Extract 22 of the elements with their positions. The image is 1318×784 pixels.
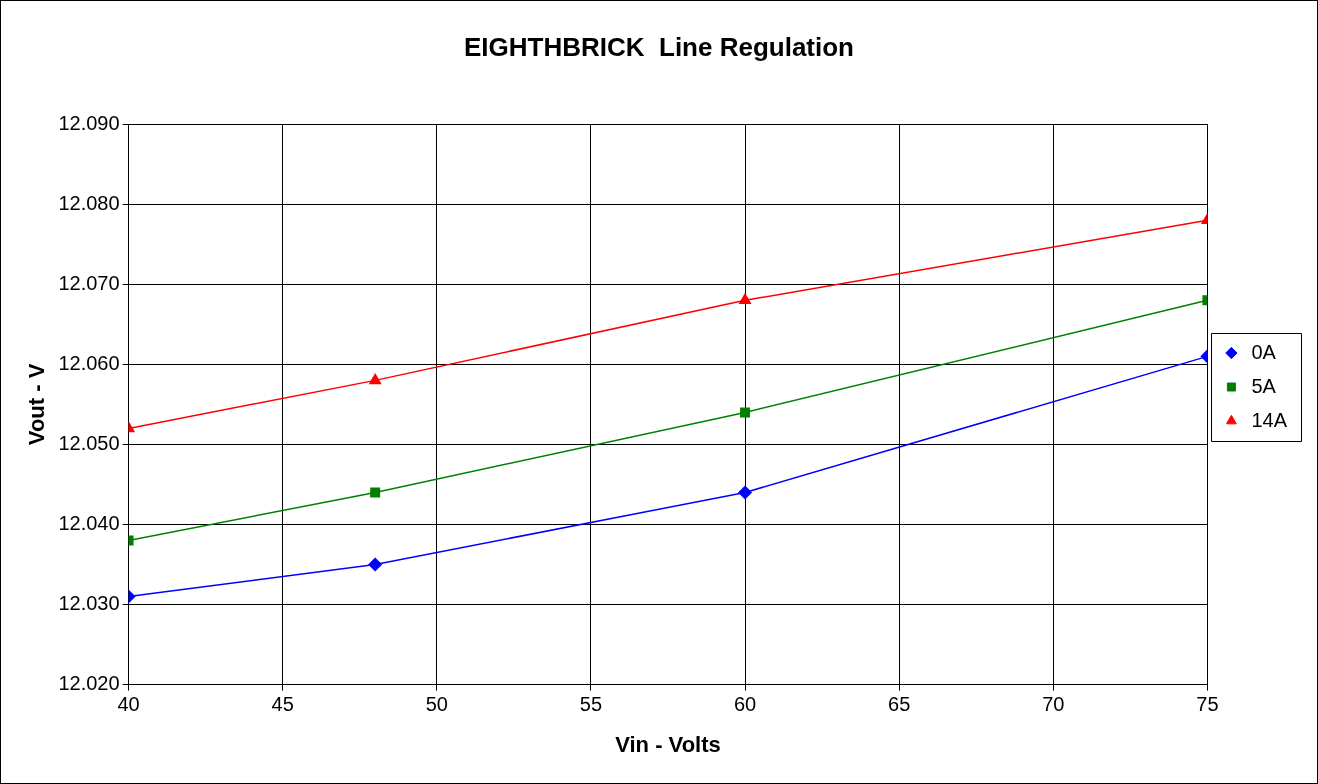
y-tick-label: 12.040 xyxy=(58,512,120,534)
x-tick-label: 40 xyxy=(117,693,140,716)
y-tick-label: 12.070 xyxy=(58,271,120,294)
legend-label: 14A xyxy=(1251,408,1288,431)
chart-title: EIGHTHBRICK Line Regulation xyxy=(464,31,854,62)
x-tick-label: 75 xyxy=(1196,693,1219,716)
x-tick-label: 70 xyxy=(1042,693,1065,716)
y-tick-label: 12.050 xyxy=(58,431,120,454)
y-tick-label: 12.030 xyxy=(58,592,120,615)
x-tick-label: 55 xyxy=(579,693,603,716)
x-tick-label: 60 xyxy=(733,693,757,716)
y-tick-label: 12.090 xyxy=(58,111,120,134)
y-tick-label: 12.080 xyxy=(58,191,120,214)
x-tick-label: 45 xyxy=(271,693,294,716)
legend-label: 0A xyxy=(1251,340,1277,363)
y-tick-label: 12.020 xyxy=(58,672,120,695)
legend-label: 5A xyxy=(1251,374,1277,397)
x-tick-label: 50 xyxy=(425,693,448,716)
x-axis-title: Vin - Volts xyxy=(615,731,721,757)
y-axis-title: Vout - V xyxy=(24,363,50,446)
x-tick-label: 65 xyxy=(888,693,911,716)
y-tick-label: 12.060 xyxy=(58,351,120,374)
